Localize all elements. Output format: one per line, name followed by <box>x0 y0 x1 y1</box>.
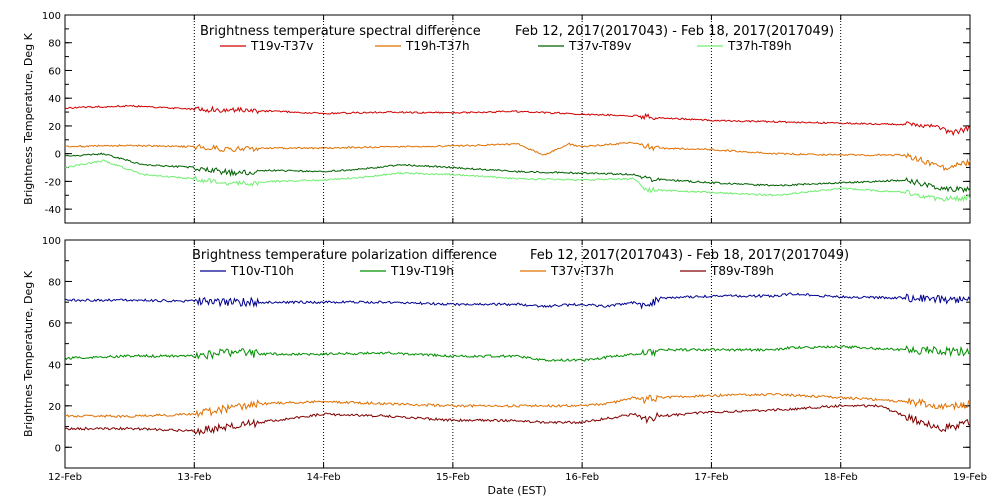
legend-label: T89v-T89h <box>710 264 774 278</box>
chart0-grid <box>64 15 971 223</box>
series-line-t10v-t10h <box>65 292 971 310</box>
chart0-y-axis: -40 -20 0 20 40 60 80 100 <box>42 11 970 224</box>
legend-label: T19v-T19h <box>390 264 454 278</box>
x-tick-label: 14-Feb <box>307 472 341 483</box>
series-line-t37v-t37h <box>65 392 971 419</box>
chart0-date-range: Feb 12, 2017(2017043) - Feb 18, 2017(201… <box>515 24 834 39</box>
legend-label: T10v-T10h <box>230 264 294 278</box>
series-line-t19v-t19h <box>64 344 971 362</box>
x-tick-label: 17-Feb <box>694 472 728 483</box>
y-tick-label: 100 <box>42 11 61 22</box>
polarization-difference-chart: 0 20 40 60 80 100 Brightness temperature pola… <box>22 236 987 497</box>
x-tick-label: 13-Feb <box>177 472 211 483</box>
legend-label: T19h-T37h <box>405 39 470 53</box>
y-tick-label: -20 <box>45 177 61 188</box>
legend-label: T19v-T37v <box>250 39 313 53</box>
x-tick-label: 16-Feb <box>565 472 599 483</box>
chart1-y-axis-label: Brightnes Temperature, Deg K <box>22 270 35 437</box>
chart0-y-axis-label: Brightness Temperature, Deg K <box>22 32 35 204</box>
x-tick-label: 19-Feb <box>953 472 987 483</box>
legend-label: T37v-T37h <box>550 264 614 278</box>
y-tick-label: 60 <box>48 319 61 330</box>
legend-label: T37v-T89v <box>568 39 631 53</box>
y-tick-label: 60 <box>48 66 61 77</box>
chart1-date-range: Feb 12, 2017(2017043) - Feb 18, 2017(201… <box>530 248 849 263</box>
y-tick-label: 20 <box>48 122 61 133</box>
series-line-t89v-t89h <box>64 403 971 436</box>
x-tick-label: 18-Feb <box>824 472 858 483</box>
chart1-y-axis: 0 20 40 60 80 100 <box>42 236 970 469</box>
legend-label: T37h-T89h <box>727 39 792 53</box>
chart1-legend: T10v-T10h T19v-T19h T37v-T37h T89v-T89h <box>200 264 774 278</box>
chart1-title: Brightness temperature polarization diff… <box>192 248 497 263</box>
chart1-x-axis-label: Date (EST) <box>487 484 546 497</box>
chart0-plot-frame <box>64 14 971 224</box>
chart1-grid <box>64 240 971 468</box>
y-tick-label: 40 <box>48 360 61 371</box>
series-line-t37h-t89h <box>64 159 971 202</box>
y-tick-label: 100 <box>42 236 61 247</box>
spectral-difference-chart: -40 -20 0 20 40 60 80 100 Brightness temperatur… <box>22 11 971 224</box>
series-line-t19v-t37v <box>64 104 971 137</box>
chart0-series-group <box>64 104 971 202</box>
x-tick-label: 15-Feb <box>436 472 470 483</box>
y-tick-label: 0 <box>55 443 61 454</box>
y-tick-label: 80 <box>48 277 61 288</box>
chart1-x-axis: 12-Feb 13-Feb 14-Feb 15-Feb 16-Feb 17-Feb 18-F… <box>48 472 987 483</box>
chart1-series-group <box>64 292 971 436</box>
x-tick-label: 12-Feb <box>48 472 82 483</box>
chart0-legend: T19v-T37v T19h-T37h T37v-T89v T37h-T89h <box>220 39 792 53</box>
series-line-t37v-t89v <box>65 152 971 194</box>
series-line-t19h-t37h <box>64 141 971 172</box>
y-tick-label: 40 <box>48 94 61 105</box>
y-tick-label: 80 <box>48 39 61 50</box>
y-tick-label: 0 <box>55 150 61 161</box>
y-tick-label: 20 <box>48 402 61 413</box>
chart0-title: Brightness temperature spectral differen… <box>200 24 481 39</box>
y-tick-label: -40 <box>45 205 61 216</box>
